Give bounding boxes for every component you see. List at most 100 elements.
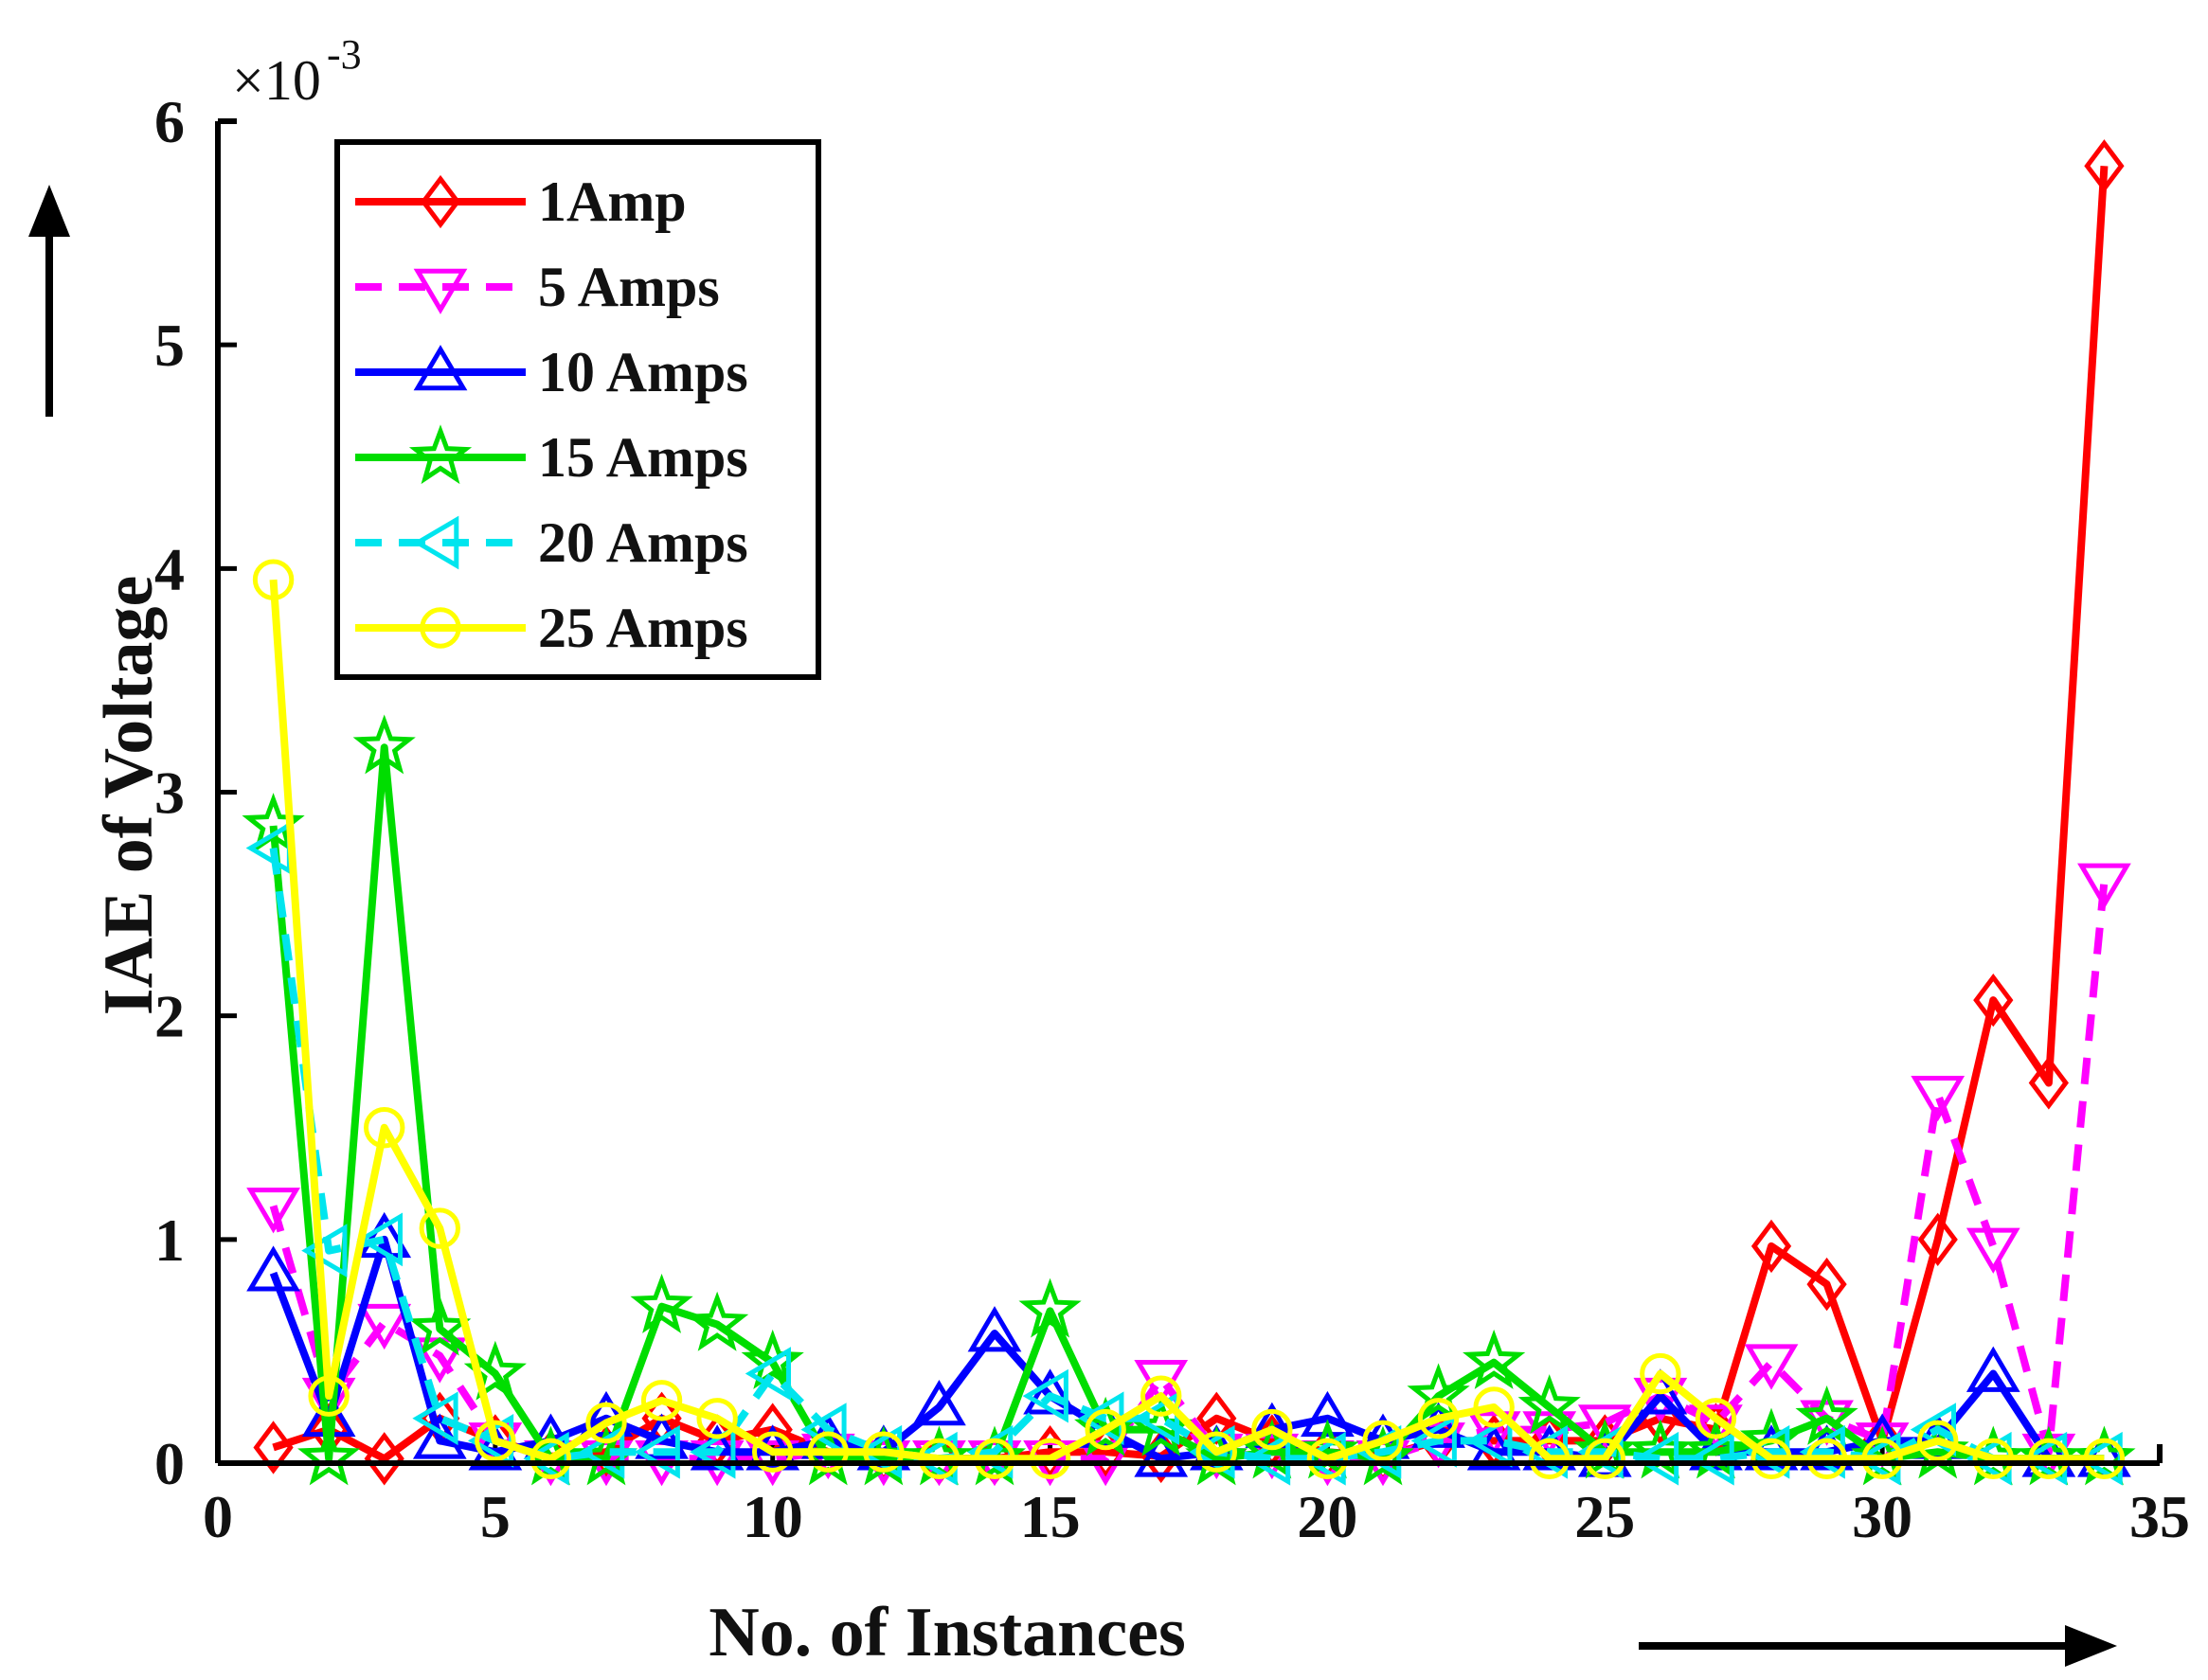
data-point — [1973, 973, 2014, 1028]
data-point — [2083, 1438, 2126, 1479]
legend-label: 15 Amps — [538, 426, 748, 489]
data-point — [1632, 1431, 1679, 1486]
data-point — [752, 1431, 794, 1473]
legend-item: 20 Amps — [355, 511, 748, 574]
data-point — [357, 1303, 412, 1350]
data-point — [863, 1431, 905, 1473]
legend-label: 20 Amps — [538, 511, 748, 574]
series-line — [269, 847, 2105, 1463]
x-tick-label: 0 — [203, 1483, 233, 1550]
data-point — [301, 1224, 348, 1278]
data-point — [1410, 1414, 1457, 1468]
data-point — [1972, 1438, 2014, 1479]
legend-marker — [413, 515, 459, 570]
y-tick-label: 3 — [154, 760, 185, 827]
legend-marker — [413, 268, 468, 314]
axes-frame — [215, 118, 2163, 1466]
data-point — [1911, 1076, 1966, 1122]
data-point — [364, 1107, 405, 1149]
series-line — [269, 881, 2109, 1463]
data-point — [1577, 1404, 1632, 1451]
x-direction-arrow-icon — [1639, 1625, 2117, 1667]
data-point — [696, 1398, 738, 1439]
data-point — [1022, 1368, 1068, 1423]
x-tick-label: 35 — [2129, 1483, 2190, 1550]
data-point — [1744, 1344, 1799, 1390]
legend-label: 10 Amps — [538, 341, 748, 403]
series-line — [269, 743, 2105, 1463]
legend-label: 5 Amps — [538, 256, 720, 318]
data-point — [585, 1402, 627, 1444]
data-point — [1584, 1438, 1625, 1479]
y-tick-label: 4 — [154, 535, 185, 602]
legend-marker — [413, 345, 468, 391]
data-point — [630, 1273, 693, 1333]
data-point — [1695, 1398, 1737, 1439]
data-point — [1466, 1414, 1513, 1468]
data-point — [741, 1329, 804, 1389]
data-point — [246, 1245, 300, 1292]
legend-label: 1Amp — [538, 170, 687, 233]
data-point — [475, 1420, 516, 1462]
data-point — [1795, 1385, 1858, 1445]
y-exponent-label: -3 — [327, 31, 362, 78]
x-tick-label: 30 — [1852, 1483, 1912, 1550]
data-point — [1917, 1212, 1958, 1267]
x-tick-label: 10 — [743, 1483, 803, 1550]
data-point — [1029, 1438, 1071, 1479]
series-15-amps — [242, 714, 2136, 1486]
data-point — [974, 1438, 1015, 1479]
data-point — [408, 1296, 472, 1356]
data-point — [308, 1375, 350, 1417]
x-tick-label: 5 — [480, 1483, 511, 1550]
data-point — [530, 1438, 572, 1479]
axis-ticks: 0 5 10 15 20 25 30 35 0 1 2 3 4 5 6 — [154, 88, 2190, 1550]
y-axis-title: IAE of Voltage — [90, 576, 168, 1016]
data-point — [253, 1421, 294, 1474]
data-point — [635, 1413, 689, 1459]
y-tick-label: 6 — [154, 88, 185, 155]
data-point — [364, 1432, 404, 1486]
data-point — [252, 559, 295, 600]
y-tick-label: 0 — [154, 1430, 185, 1497]
legend-item: 10 Amps — [355, 341, 748, 403]
series-line — [269, 1235, 2105, 1463]
data-point — [412, 1391, 458, 1446]
legend-item: 5 Amps — [355, 256, 720, 318]
data-point — [1133, 1391, 1180, 1446]
data-point — [1085, 1408, 1126, 1451]
data-point — [1640, 1352, 1681, 1395]
legend-label: 25 Amps — [538, 597, 748, 659]
data-point — [640, 1380, 683, 1421]
data-point — [2077, 863, 2131, 909]
y-tick-label: 2 — [154, 983, 185, 1050]
data-point — [419, 1207, 460, 1249]
legend-item: 15 Amps — [355, 424, 748, 489]
data-point — [918, 1438, 960, 1479]
data-point — [1966, 1227, 2020, 1274]
legend-marker — [408, 424, 473, 485]
data-point — [1301, 1390, 1355, 1438]
y-tick-label: 5 — [154, 312, 185, 379]
data-point — [1750, 1219, 1792, 1274]
data-point — [1018, 1278, 1082, 1338]
data-point — [1195, 1431, 1237, 1473]
data-point — [1806, 1257, 1847, 1312]
data-point — [1463, 1329, 1526, 1389]
series-20-amps — [245, 821, 2123, 1486]
data-point — [807, 1431, 849, 1473]
x-tick-label: 20 — [1297, 1483, 1357, 1550]
data-point — [686, 1291, 749, 1351]
data-point — [1750, 1438, 1792, 1479]
legend-item: 25 Amps — [355, 597, 748, 659]
data-point — [745, 1347, 792, 1401]
data-point — [1861, 1438, 1903, 1479]
x-tick-label: 15 — [1020, 1483, 1081, 1550]
data-point — [1407, 1363, 1470, 1423]
data-point — [297, 1425, 361, 1486]
data-point — [1966, 1346, 2020, 1392]
series-25-amps — [252, 559, 2126, 1479]
legend: 1Amp 5 Amps 10 Amps 15 Amps 20 Amps 25 Amps — [334, 139, 821, 680]
legend-item: 1Amp — [355, 170, 687, 233]
